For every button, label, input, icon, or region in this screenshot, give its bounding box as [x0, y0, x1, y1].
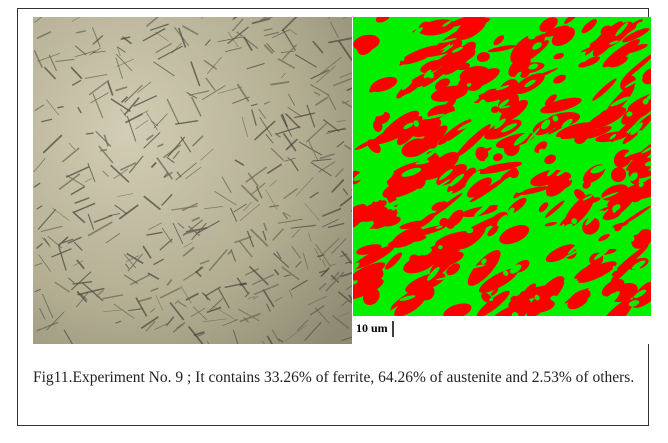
figure-images: 10 um — [33, 17, 651, 344]
micrograph — [33, 17, 375, 344]
figure-caption: Fig11.Experiment No. 9 ; It contains 33.… — [33, 364, 639, 392]
texture — [100, 150, 107, 151]
scale-strip — [353, 316, 651, 344]
scale-label: 10 um — [356, 321, 388, 335]
texture — [86, 133, 94, 134]
phase-map — [336, 17, 651, 337]
page: 10 um Fig11.Experiment No. 9 ; It contai… — [0, 0, 668, 443]
